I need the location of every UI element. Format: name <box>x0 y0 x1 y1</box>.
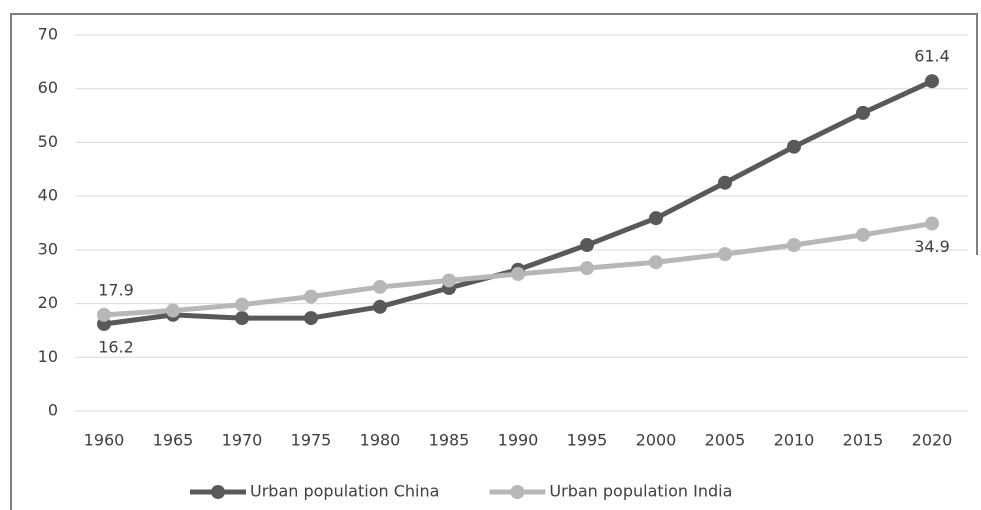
marker <box>235 311 249 326</box>
marker <box>925 216 939 231</box>
marker <box>856 105 870 120</box>
x-tick-label: 1980 <box>360 431 401 450</box>
x-tick-label: 1965 <box>153 431 194 450</box>
x-tick-label: 2000 <box>636 431 677 450</box>
x-tick-label: 1960 <box>84 431 125 450</box>
marker <box>166 303 180 318</box>
data-label: 34.9 <box>914 237 950 256</box>
legend-marker <box>510 485 525 499</box>
y-tick-label: 60 <box>38 78 58 97</box>
y-tick-label: 40 <box>38 186 58 205</box>
x-tick-label: 1975 <box>291 431 332 450</box>
x-tick-label: 2005 <box>705 431 746 450</box>
data-label: 16.2 <box>98 337 134 356</box>
marker <box>925 74 939 89</box>
marker <box>787 139 801 154</box>
marker <box>787 238 801 253</box>
x-tick-label: 2010 <box>774 431 815 450</box>
x-tick-label: 1990 <box>498 431 539 450</box>
marker <box>304 289 318 304</box>
marker <box>649 255 663 270</box>
legend-label: Urban population China <box>250 482 439 501</box>
y-tick-label: 0 <box>48 401 58 420</box>
marker <box>373 279 387 294</box>
marker <box>235 297 249 312</box>
series-line <box>103 78 934 327</box>
data-label: 17.9 <box>98 280 134 299</box>
y-tick-label: 20 <box>38 293 58 312</box>
marker <box>718 247 732 262</box>
x-tick-label: 1995 <box>567 431 608 450</box>
marker <box>511 267 525 282</box>
marker <box>373 299 387 314</box>
x-tick-label: 2015 <box>843 431 884 450</box>
marker <box>580 261 594 276</box>
marker <box>856 227 870 242</box>
x-tick-label: 1985 <box>429 431 470 450</box>
legend-label: Urban population India <box>549 482 732 501</box>
marker <box>442 273 456 288</box>
frame <box>10 13 978 510</box>
marker <box>304 311 318 326</box>
y-tick-label: 50 <box>38 132 58 151</box>
marker <box>580 238 594 253</box>
data-label: 61.4 <box>914 47 950 66</box>
y-tick-label: 30 <box>38 239 58 258</box>
marker <box>649 211 663 226</box>
x-tick-label: 1970 <box>222 431 263 450</box>
legend-marker <box>211 485 225 499</box>
y-tick-label: 70 <box>38 25 58 44</box>
marker <box>97 307 111 322</box>
marker <box>718 175 732 190</box>
y-tick-label: 10 <box>38 347 58 366</box>
x-tick-label: 2020 <box>912 431 953 450</box>
